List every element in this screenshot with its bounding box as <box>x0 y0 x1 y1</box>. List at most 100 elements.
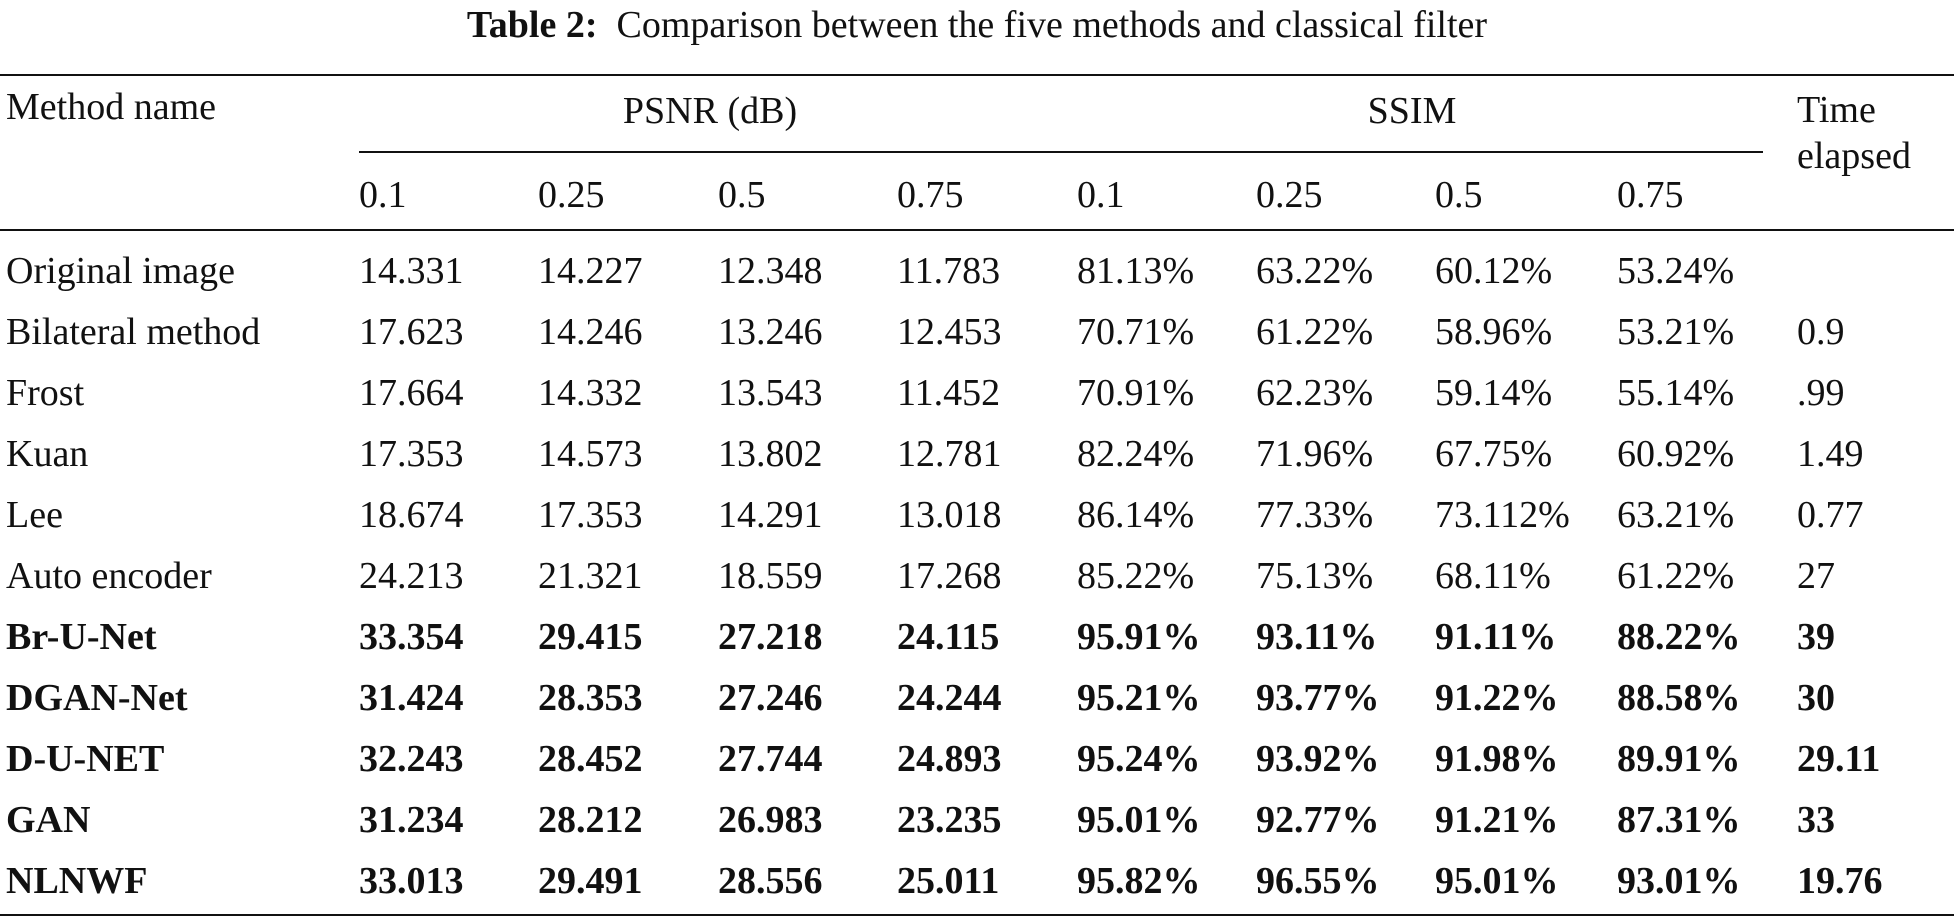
data-cell: 19.76 <box>1797 860 1883 902</box>
subheader-cell: 0.5 <box>1435 174 1483 216</box>
data-cell: 58.96% <box>1435 311 1553 353</box>
data-cell: 31.424 <box>359 677 464 719</box>
data-cell: 93.92% <box>1256 738 1380 780</box>
data-cell: 30 <box>1797 677 1835 719</box>
data-cell: 81.13% <box>1077 250 1195 292</box>
data-cell: 92.77% <box>1256 799 1380 841</box>
data-cell: 14.291 <box>718 494 823 536</box>
subheader-cell: 0.1 <box>359 174 407 216</box>
data-cell: 23.235 <box>897 799 1002 841</box>
data-cell: 14.332 <box>538 372 643 414</box>
data-cell: 70.91% <box>1077 372 1195 414</box>
data-cell: 82.24% <box>1077 433 1195 475</box>
data-cell: 33.354 <box>359 616 464 658</box>
data-cell: 55.14% <box>1617 372 1735 414</box>
data-cell: .99 <box>1797 372 1845 414</box>
data-cell: 61.22% <box>1617 555 1735 597</box>
data-cell: 53.24% <box>1617 250 1735 292</box>
data-cell: 11.783 <box>897 250 1001 292</box>
data-cell: 93.11% <box>1256 616 1378 658</box>
data-cell: 18.559 <box>718 555 823 597</box>
row-label: Kuan <box>6 433 89 475</box>
row-label: Auto encoder <box>6 555 212 597</box>
data-cell: 12.781 <box>897 433 1002 475</box>
data-cell: 13.802 <box>718 433 823 475</box>
data-cell: 61.22% <box>1256 311 1374 353</box>
subheader-cell: 0.25 <box>538 174 605 216</box>
data-cell: 24.893 <box>897 738 1002 780</box>
data-cell: 95.24% <box>1077 738 1201 780</box>
subheader-cell: 0.75 <box>1617 174 1684 216</box>
data-cell: 13.018 <box>897 494 1002 536</box>
data-cell: 95.91% <box>1077 616 1201 658</box>
data-cell: 68.11% <box>1435 555 1551 597</box>
data-cell: 29.491 <box>538 860 643 902</box>
data-cell: 91.98% <box>1435 738 1559 780</box>
data-cell: 33 <box>1797 799 1835 841</box>
data-cell: 60.92% <box>1617 433 1735 475</box>
row-label: DGAN-Net <box>6 677 188 719</box>
data-cell: 77.33% <box>1256 494 1374 536</box>
data-cell: 27 <box>1797 555 1835 597</box>
data-cell: 28.212 <box>538 799 643 841</box>
caption-label: Table 2: <box>466 4 598 46</box>
data-cell: 93.77% <box>1256 677 1380 719</box>
data-cell: 13.543 <box>718 372 823 414</box>
data-cell: 14.331 <box>359 250 464 292</box>
data-cell: 28.452 <box>538 738 643 780</box>
row-label: Bilateral method <box>6 311 261 353</box>
data-cell: 91.22% <box>1435 677 1559 719</box>
data-cell: 39 <box>1797 616 1835 658</box>
caption-text: Comparison between the five methods and … <box>616 4 1488 46</box>
data-cell: 27.218 <box>718 616 823 658</box>
data-cell: 73.112% <box>1435 494 1570 536</box>
data-cell: 95.21% <box>1077 677 1201 719</box>
data-cell: 31.234 <box>359 799 464 841</box>
data-cell: 91.11% <box>1435 616 1557 658</box>
data-cell: 12.453 <box>897 311 1002 353</box>
data-cell: 87.31% <box>1617 799 1741 841</box>
data-cell: 18.674 <box>359 494 464 536</box>
data-cell: 12.348 <box>718 250 823 292</box>
row-label: Original image <box>6 250 235 292</box>
data-cell: 29.11 <box>1797 738 1881 780</box>
data-cell: 27.744 <box>718 738 823 780</box>
subheader-cell: 0.1 <box>1077 174 1125 216</box>
row-label: NLNWF <box>6 860 148 902</box>
data-cell: 17.664 <box>359 372 464 414</box>
header-cell: Time elapsed <box>1797 89 1911 177</box>
data-cell: 27.246 <box>718 677 823 719</box>
data-cell: 0.77 <box>1797 494 1864 536</box>
row-label: Frost <box>6 372 85 414</box>
data-cell: 96.55% <box>1256 860 1380 902</box>
row-label: GAN <box>6 799 91 841</box>
data-cell: 75.13% <box>1256 555 1374 597</box>
data-cell: 63.22% <box>1256 250 1374 292</box>
data-cell: 14.246 <box>538 311 643 353</box>
data-cell: 24.115 <box>897 616 1000 658</box>
data-cell: 25.011 <box>897 860 1000 902</box>
data-cell: 29.415 <box>538 616 643 658</box>
row-label: Br-U-Net <box>6 616 157 658</box>
header-group: PSNR (dB) SSIM <box>359 92 1763 130</box>
data-cell: 86.14% <box>1077 494 1195 536</box>
data-cell: 85.22% <box>1077 555 1195 597</box>
data-cell: 95.01% <box>1435 860 1559 902</box>
data-cell: 95.82% <box>1077 860 1201 902</box>
subheader-cell: 0.25 <box>1256 174 1323 216</box>
data-cell: 91.21% <box>1435 799 1559 841</box>
data-cell: 26.983 <box>718 799 823 841</box>
data-cell: 95.01% <box>1077 799 1201 841</box>
data-cell: 14.227 <box>538 250 643 292</box>
data-cell: 28.353 <box>538 677 643 719</box>
data-cell: 17.623 <box>359 311 464 353</box>
data-cell: 88.22% <box>1617 616 1741 658</box>
row-label: Lee <box>6 494 63 536</box>
data-cell: 24.244 <box>897 677 1002 719</box>
data-cell: 17.353 <box>538 494 643 536</box>
table-caption: Table 2: Comparison between the five met… <box>0 6 1954 44</box>
data-cell: 67.75% <box>1435 433 1553 475</box>
data-cell: 17.268 <box>897 555 1002 597</box>
row-label: D-U-NET <box>6 738 165 780</box>
